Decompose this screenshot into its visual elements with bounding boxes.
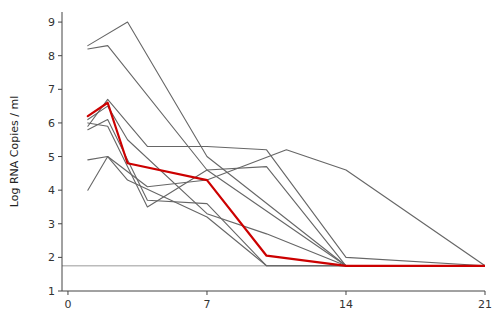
axes: 1 2 3 4 5 6 7 8 9 0 7 14 21: [48, 12, 492, 311]
x-axis-line: [62, 291, 485, 292]
y-axis-line: [62, 12, 63, 291]
y-tick: [58, 89, 62, 90]
y-tick: [58, 223, 62, 224]
x-tick: [67, 291, 68, 295]
series-line: [88, 123, 485, 266]
series-line: [88, 103, 485, 266]
y-tick: [58, 257, 62, 258]
y-tick-label: 2: [48, 251, 55, 264]
y-tick: [58, 190, 62, 191]
y-tick-label: 3: [48, 218, 55, 231]
x-tick-label: 14: [339, 298, 353, 311]
chart: 1 2 3 4 5 6 7 8 9 0 7 14 21 Log RNA Copies / ml: [0, 0, 501, 321]
x-tick-label: 7: [203, 298, 210, 311]
x-tick: [206, 291, 207, 295]
y-tick: [58, 156, 62, 157]
y-tick-label: 9: [48, 16, 55, 29]
y-tick-label: 4: [48, 184, 55, 197]
y-tick: [58, 291, 62, 292]
x-tick-label: 21: [478, 298, 492, 311]
y-tick-label: 8: [48, 50, 55, 63]
y-tick-label: 7: [48, 83, 55, 96]
y-tick: [58, 122, 62, 123]
series-line: [88, 157, 485, 266]
series-line: [88, 99, 485, 265]
series-line: [88, 22, 485, 266]
series-line: [88, 106, 485, 266]
series-line: [88, 46, 485, 266]
x-tick: [345, 291, 346, 295]
plot-area: [62, 22, 485, 266]
y-tick-label: 6: [48, 117, 55, 130]
y-tick: [58, 55, 62, 56]
y-tick: [58, 22, 62, 23]
y-tick-label: 5: [48, 151, 55, 164]
y-axis-label: Log RNA Copies / ml: [8, 96, 21, 207]
x-tick: [485, 291, 486, 295]
x-tick-label: 0: [64, 298, 71, 311]
y-tick-label: 1: [48, 285, 55, 298]
series-line: [88, 120, 485, 266]
